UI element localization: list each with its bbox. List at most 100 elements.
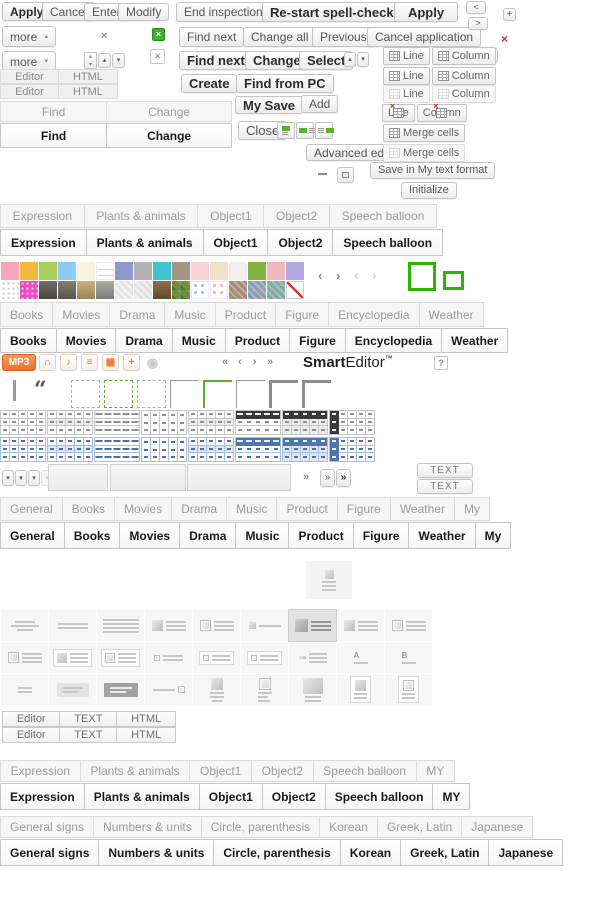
table-style-grey-columns[interactable] (141, 410, 187, 435)
layout-icon-small-image-text[interactable] (145, 642, 192, 673)
headphones-icon[interactable]: ∩ (39, 354, 56, 371)
category-tab-bold-figure[interactable]: Figure (290, 328, 346, 353)
toolbar-placeholder-2[interactable] (110, 464, 186, 491)
background-swatch-14[interactable] (248, 262, 266, 280)
general-tab-general[interactable]: General (0, 497, 63, 521)
editor-mode-tab-text[interactable]: TEXT (60, 711, 118, 727)
sticker-my-tab-bold-expression[interactable]: Expression (0, 783, 85, 810)
sticker-my-tab-plants-animals[interactable]: Plants & animals (80, 760, 191, 782)
background-swatch-7[interactable] (115, 262, 133, 280)
insert-line-button-disabled[interactable]: Line (383, 85, 430, 103)
text-mode-button-2[interactable]: TEXT (417, 479, 473, 494)
layout-icon-card-small-image-text[interactable] (193, 642, 240, 673)
sticker-tab-expression[interactable]: Expression (0, 204, 85, 228)
table-style-grey-striped[interactable] (188, 410, 234, 435)
background-swatch-2[interactable] (20, 281, 38, 299)
background-swatch-1[interactable] (1, 262, 19, 280)
excel-close-icon[interactable]: × (152, 28, 165, 41)
category-tab-bold-music[interactable]: Music (172, 328, 226, 353)
layout-icon-full-lines[interactable] (97, 610, 144, 641)
editor-mode-tab-alt-editor[interactable]: Editor (2, 727, 61, 743)
symbol-tab-bold-numbers-units[interactable]: Numbers & units (99, 839, 215, 866)
page-prev-button[interactable]: < (466, 1, 486, 14)
background-swatch-11[interactable] (191, 262, 209, 280)
dropdown-button-1[interactable]: ▾ (2, 470, 14, 486)
step-up-button[interactable]: ▴ (98, 53, 111, 68)
layout-icon-image-top-text[interactable] (306, 561, 352, 599)
border-style-thin-filled[interactable] (236, 380, 265, 408)
palette-prev-button[interactable]: ‹ (318, 268, 323, 283)
pager-prev-button[interactable]: ‹ (238, 356, 242, 368)
spinner-updown[interactable]: ▴ ▾ (84, 52, 97, 69)
layout-icon-image-left-text-selected[interactable] (288, 609, 337, 642)
table-style-grey-grid[interactable] (0, 410, 46, 435)
change-all-button[interactable]: Change all (243, 27, 317, 47)
general-tab-movies[interactable]: Movies (115, 497, 173, 521)
editor-mode-tab-editor[interactable]: Editor (2, 711, 61, 727)
background-swatch-5[interactable] (77, 262, 95, 280)
merge-cells-button-disabled[interactable]: Merge cells (383, 144, 466, 162)
create-button[interactable]: Create (181, 74, 238, 93)
tv-icon[interactable]: ▦ (102, 354, 119, 371)
table-style-blue-columns[interactable] (141, 437, 187, 462)
find-tab-find[interactable]: Find (0, 101, 108, 122)
layout-icon-align-center-lines[interactable] (1, 610, 48, 641)
close-box-icon[interactable]: × (150, 49, 165, 64)
sticker-my-tab-bold-plants-animals[interactable]: Plants & animals (84, 783, 200, 810)
table-style-blue-first-column-dark[interactable] (329, 437, 375, 462)
table-style-grey-header-dark[interactable] (235, 410, 281, 435)
table-style-blue-striped[interactable] (188, 437, 234, 462)
delete-column-button[interactable]: Column (416, 102, 467, 122)
enter-button[interactable]: Enter (84, 3, 129, 21)
music-note-icon[interactable]: ♪ (60, 354, 77, 371)
category-tab-bold-encyclopedia[interactable]: Encyclopedia (345, 328, 443, 353)
symbol-tab-general-signs[interactable]: General signs (0, 816, 95, 838)
end-inspection-button[interactable]: End inspection (176, 2, 271, 22)
symbol-tab-korean[interactable]: Korean (320, 816, 378, 838)
blockquote-quote-icon[interactable]: “ (34, 377, 47, 403)
restart-spell-check-button[interactable]: Re-start spell-check (262, 2, 402, 22)
category-tab-product[interactable]: Product (215, 302, 277, 327)
layout-icon-card-boxed-image-top-text[interactable] (385, 674, 432, 705)
category-tab-weather[interactable]: Weather (419, 302, 484, 327)
border-style-dashed[interactable] (71, 380, 100, 408)
dropdown-button-3[interactable]: ▾ (28, 470, 40, 486)
selection-outline-small[interactable] (443, 271, 464, 290)
table-style-blue-horizontal-lines[interactable] (94, 437, 140, 462)
sticker-tab-plants-animals[interactable]: Plants & animals (84, 204, 199, 228)
background-swatch-9[interactable] (153, 262, 171, 280)
select-up-button[interactable]: ▴ (344, 52, 356, 67)
background-swatch-1[interactable] (1, 281, 19, 299)
sticker-my-tab-my[interactable]: MY (416, 760, 455, 782)
background-swatch-10[interactable] (172, 281, 190, 299)
symbol-tab-bold-general-signs[interactable]: General signs (0, 839, 100, 866)
background-swatch-16[interactable] (286, 281, 304, 299)
symbol-tab-bold-greek-latin[interactable]: Greek, Latin (401, 839, 490, 866)
layout-icon-boxed-image-text[interactable] (1, 642, 48, 673)
background-swatch-12[interactable] (210, 262, 228, 280)
background-swatch-16[interactable] (286, 262, 304, 280)
pager-next-button[interactable]: › (253, 356, 257, 368)
general-tab-bold-figure[interactable]: Figure (353, 522, 410, 549)
general-tab-bold-books[interactable]: Books (64, 522, 121, 549)
layout-icon-image-left-top-text[interactable] (337, 610, 384, 641)
background-swatch-2[interactable] (20, 262, 38, 280)
general-tab-bold-weather[interactable]: Weather (409, 522, 476, 549)
save-my-text-format-button[interactable]: Save in My text format (370, 162, 496, 179)
layout-icon-line-with-box[interactable] (145, 674, 192, 705)
background-swatch-15[interactable] (267, 281, 285, 299)
find-next-button-bold[interactable]: Find next (179, 51, 253, 70)
initialize-button[interactable]: Initialize (401, 182, 457, 199)
insert-column-button-2[interactable]: Column (431, 67, 496, 85)
editor-mode-tab-html[interactable]: HTML (117, 711, 176, 727)
insert-line-button-1[interactable]: Line (383, 47, 430, 65)
background-swatch-5[interactable] (77, 281, 95, 299)
sticker-my-tab-bold-my[interactable]: MY (433, 783, 471, 810)
background-swatch-12[interactable] (210, 281, 228, 299)
blockquote-bar-icon[interactable] (13, 380, 16, 401)
table-style-grey-first-column-dark[interactable] (329, 410, 375, 435)
general-tab-bold-general[interactable]: General (0, 522, 65, 549)
category-tab-music[interactable]: Music (165, 302, 216, 327)
border-style-thin-green[interactable] (203, 380, 232, 408)
find-tab-bold-change[interactable]: Change (107, 123, 232, 148)
